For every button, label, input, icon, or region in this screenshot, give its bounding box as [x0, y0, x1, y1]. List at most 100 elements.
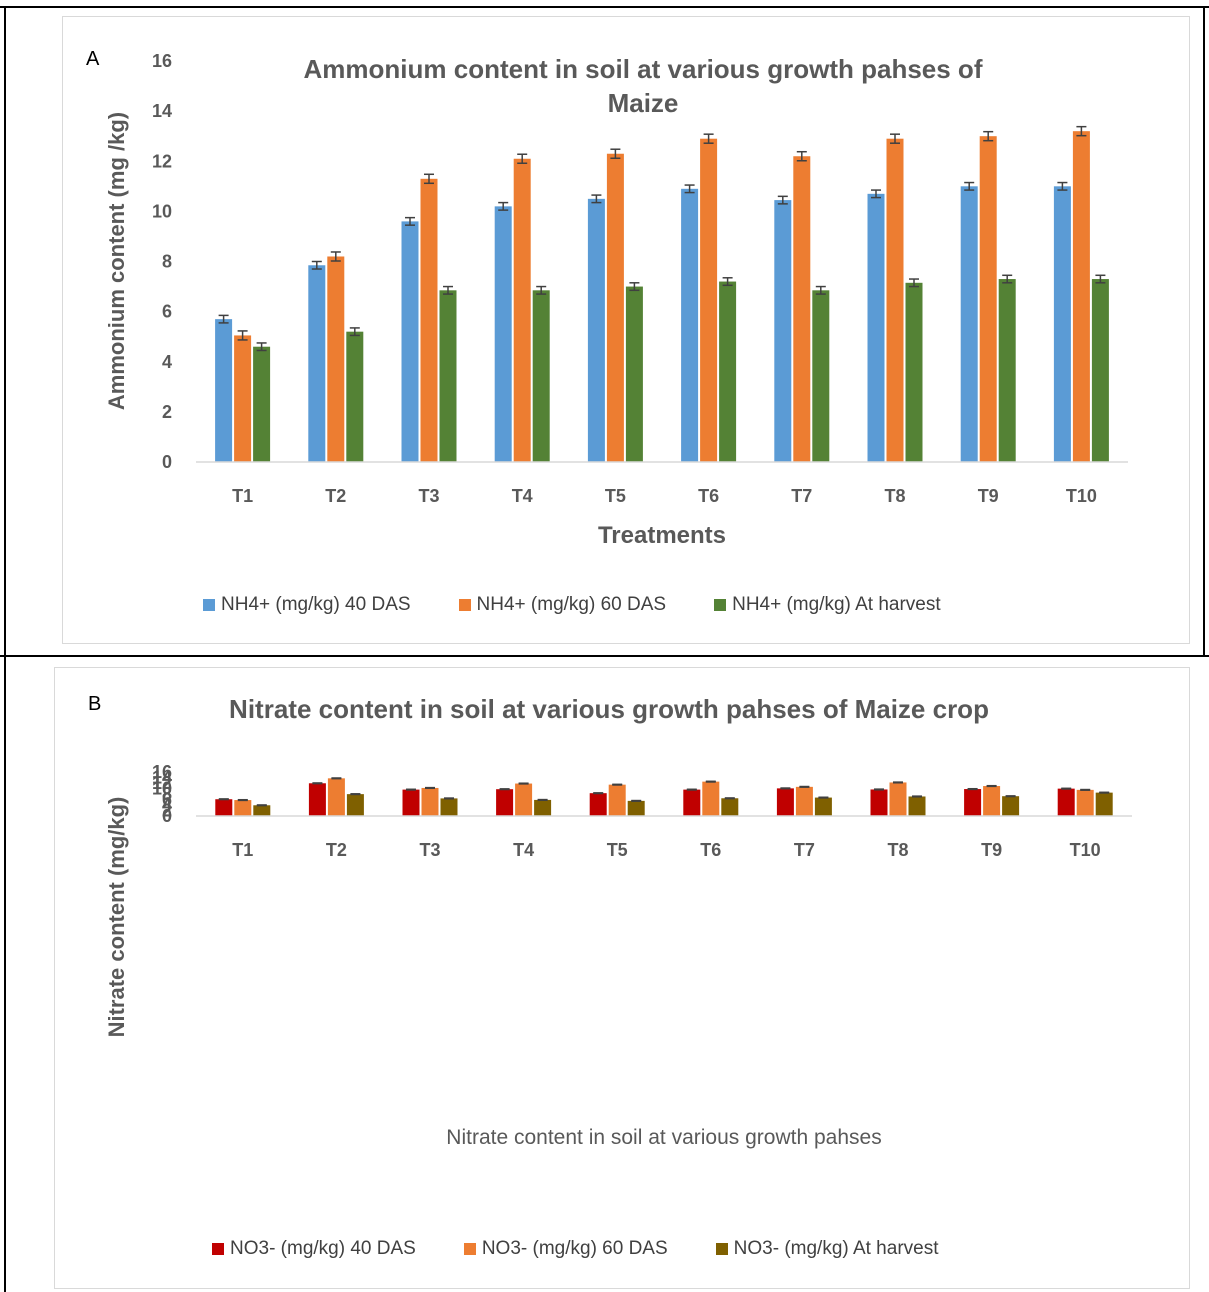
y-tick-label: 16 — [152, 51, 172, 71]
bar-t7-series-2 — [793, 156, 811, 463]
y-tick-label: 4 — [162, 352, 172, 372]
y-tick-label: 12 — [152, 773, 172, 793]
error-bar — [815, 285, 826, 295]
error-bar — [349, 327, 360, 337]
y-tick-label: 8 — [162, 252, 172, 272]
bar-t1-series-3 — [253, 805, 271, 816]
error-bar — [593, 792, 604, 795]
bar-t4-series-3 — [534, 799, 552, 816]
bar-t1-series-3 — [253, 346, 271, 462]
error-bar — [986, 784, 997, 788]
error-bar — [796, 150, 807, 162]
ammonium-chart: Ammonium content in soil at various grow… — [104, 51, 1128, 549]
y-axis-label: Nitrate content (mg/kg) — [104, 797, 129, 1038]
error-bar — [406, 788, 416, 791]
bar-t1-series-1 — [215, 319, 233, 462]
x-tick-label: T8 — [887, 840, 908, 860]
bar-t10-series-3 — [1091, 279, 1109, 462]
error-bar — [912, 795, 922, 798]
bar-t5-series-2 — [606, 153, 624, 462]
legend-swatch — [714, 599, 727, 611]
bar-t10-series-1 — [1053, 186, 1071, 462]
error-bar — [311, 260, 322, 270]
error-bar — [517, 153, 528, 165]
error-bar — [1061, 787, 1072, 790]
x-tick-label: T8 — [884, 486, 905, 506]
error-bar — [1005, 795, 1016, 798]
error-bar — [799, 785, 810, 788]
error-bar — [405, 216, 415, 226]
y-tick-label: 0 — [162, 806, 172, 826]
error-bar — [443, 285, 453, 295]
error-bar — [724, 797, 735, 800]
bar-t10-series-2 — [1072, 131, 1090, 463]
bar-t10-series-3 — [1095, 792, 1113, 816]
error-bar — [1080, 788, 1091, 791]
error-bar — [537, 798, 548, 801]
legend-label: NO3- (mg/kg) 40 DAS — [230, 1238, 416, 1259]
bar-t6-series-1 — [683, 789, 701, 816]
bar-t2-series-3 — [346, 794, 364, 816]
x-tick-label: T6 — [700, 840, 721, 860]
bar-t9-series-2 — [979, 136, 997, 462]
bar-t8-series-2 — [886, 138, 904, 462]
bar-t10-series-2 — [1076, 789, 1094, 816]
legend-label: NH4+ (mg/kg) At harvest — [732, 594, 941, 615]
x-tick-label: T7 — [791, 486, 812, 506]
error-bar — [684, 184, 695, 194]
x-tick-label: T4 — [513, 840, 534, 860]
bar-t5-series-3 — [627, 800, 645, 816]
error-bar — [777, 195, 788, 205]
bar-t6-series-3 — [719, 281, 737, 462]
error-bar — [1099, 791, 1110, 794]
bar-t2-series-1 — [308, 783, 326, 816]
error-bar — [686, 788, 697, 791]
error-bar — [425, 786, 435, 790]
bar-t3-series-2 — [420, 178, 438, 462]
error-bar — [983, 130, 994, 142]
bar-t9-series-2 — [983, 786, 1001, 816]
error-bar — [612, 783, 623, 786]
x-tick-label: T2 — [325, 486, 346, 506]
error-bar — [874, 788, 884, 791]
bar-t8-series-3 — [905, 282, 923, 462]
legend-swatch — [463, 1243, 476, 1255]
error-bar — [312, 782, 323, 785]
x-tick-label: T4 — [512, 486, 533, 506]
error-bar — [256, 342, 267, 352]
y-tick-label: 8 — [162, 784, 172, 804]
y-axis-label: Ammonium content (mg /kg) — [104, 112, 129, 410]
bar-t9-series-3 — [998, 279, 1016, 462]
error-bar — [722, 277, 733, 287]
bar-t7-series-3 — [814, 797, 832, 816]
y-tick-label: 6 — [162, 302, 172, 322]
bar-t5-series-1 — [589, 793, 607, 816]
bar-t1-series-2 — [234, 800, 252, 816]
bar-t6-series-3 — [721, 798, 739, 816]
legend-label: NH4+ (mg/kg) 60 DAS — [476, 594, 667, 615]
bar-t3-series-3 — [439, 290, 457, 462]
bar-t4-series-1 — [494, 206, 512, 462]
error-bar — [967, 787, 978, 791]
error-bar — [871, 189, 881, 199]
bar-t3-series-2 — [421, 787, 439, 816]
bar-t7-series-3 — [812, 290, 830, 462]
y-tick-label: 6 — [162, 790, 172, 810]
error-bar — [1095, 274, 1106, 284]
bar-t9-series-3 — [1002, 796, 1020, 816]
bar-t8-series-3 — [908, 796, 926, 816]
y-tick-label: 16 — [152, 762, 172, 782]
bar-t6-series-2 — [702, 781, 720, 816]
error-bar — [705, 780, 716, 783]
panel-label-a: A — [86, 48, 100, 70]
panel-label-b: B — [88, 693, 102, 715]
bar-t7-series-1 — [774, 200, 792, 463]
x-tick-label: T10 — [1066, 486, 1097, 506]
bar-t4-series-1 — [496, 789, 514, 816]
x-tick-label: T9 — [981, 840, 1002, 860]
error-bar — [964, 181, 975, 191]
bar-t5-series-1 — [587, 198, 605, 462]
error-bar — [890, 133, 900, 144]
